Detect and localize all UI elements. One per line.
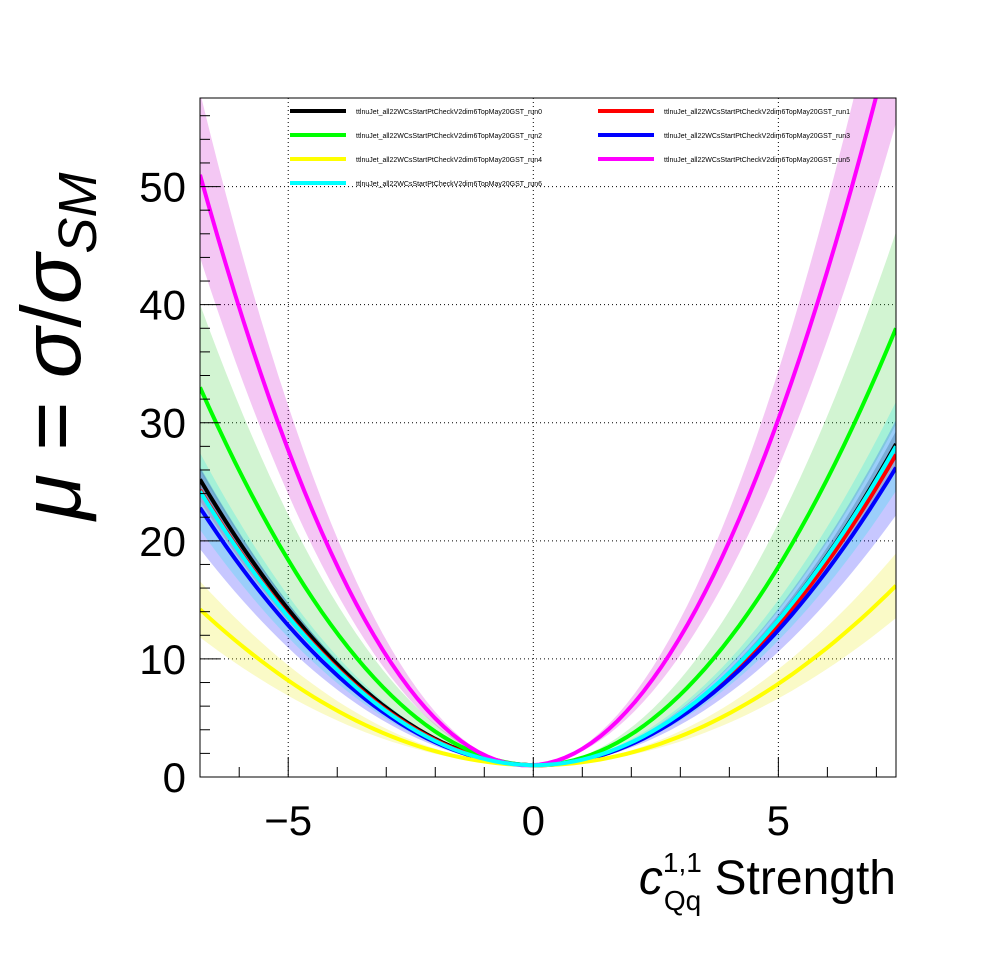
y-axis-title-mu: μ xyxy=(4,474,98,522)
x-tick-label-1: 0 xyxy=(522,797,545,844)
axis-ticks xyxy=(200,115,877,778)
y-axis-title-subscript: SM xyxy=(48,173,108,254)
band-2 xyxy=(200,232,896,766)
x-tick-label-0: −5 xyxy=(264,797,312,844)
legend-label-4: ttlnuJet_all22WCsStartPtCheckV2dim6TopMa… xyxy=(356,157,542,164)
grid xyxy=(200,98,896,777)
x-axis-title-superscript: 1,1 xyxy=(663,847,702,878)
x-axis-title-suffix: Strength xyxy=(701,852,896,905)
plot-area xyxy=(200,98,896,777)
y-axis-title: μ = σ/σSM xyxy=(4,173,108,522)
y-axis-title-slash: / xyxy=(4,304,98,328)
legend-label-3: ttlnuJet_all22WCsStartPtCheckV2dim6TopMa… xyxy=(664,133,850,140)
series-line-6 xyxy=(200,445,896,768)
y-axis-title-sigma-den: σ xyxy=(4,250,98,304)
y-tick-label-3: 30 xyxy=(139,400,186,447)
legend-label-2: ttlnuJet_all22WCsStartPtCheckV2dim6TopMa… xyxy=(356,133,542,140)
y-tick-label-4: 40 xyxy=(139,282,186,329)
series-lines xyxy=(200,98,896,768)
legend-label-1: ttlnuJet_all22WCsStartPtCheckV2dim6TopMa… xyxy=(664,109,850,116)
band-4 xyxy=(200,553,896,766)
y-tick-label-2: 20 xyxy=(139,518,186,565)
legend-label-5: ttlnuJet_all22WCsStartPtCheckV2dim6TopMa… xyxy=(664,157,850,164)
x-axis-title-main: c xyxy=(639,852,663,905)
legend-label-0: ttlnuJet_all22WCsStartPtCheckV2dim6TopMa… xyxy=(356,109,542,116)
x-axis-title-subscript: Qq xyxy=(664,885,701,916)
band-6 xyxy=(200,401,896,766)
legend-label-6: ttlnuJet_all22WCsStartPtCheckV2dim6TopMa… xyxy=(356,181,542,188)
plot-frame xyxy=(199,97,897,778)
y-axis-title-equals: = xyxy=(4,378,98,474)
x-tick-label-2: 5 xyxy=(767,797,790,844)
legend: ttlnuJet_all22WCsStartPtCheckV2dim6TopMa… xyxy=(290,109,850,188)
y-tick-label-0: 0 xyxy=(163,754,186,801)
y-axis-title-sigma-num: σ xyxy=(4,324,98,378)
x-axis-title: c1,1 Qq Strength xyxy=(639,847,896,916)
y-tick-label-5: 50 xyxy=(139,164,186,211)
y-tick-label-1: 10 xyxy=(139,636,186,683)
